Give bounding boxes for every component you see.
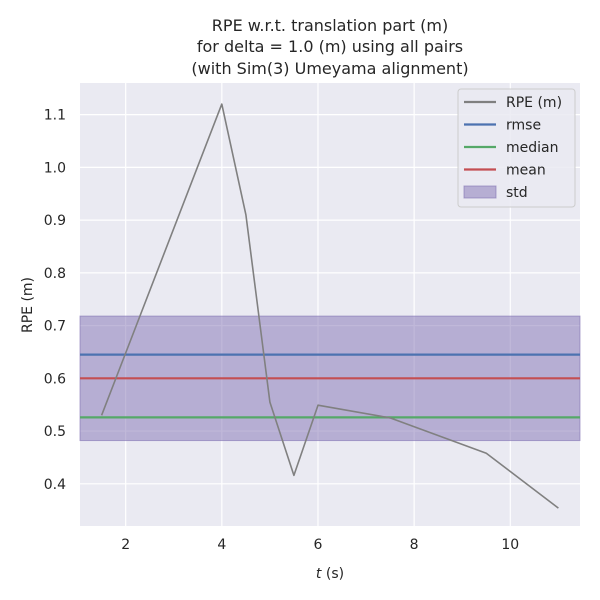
y-tick-labels: 0.4 0.5 0.6 0.7 0.8 0.9 1.0 1.1 [44, 108, 66, 493]
x-tick-label: 6 [314, 537, 323, 553]
x-tick-label: 4 [217, 537, 226, 553]
chart-title-line-3: (with Sim(3) Umeyama alignment) [191, 59, 468, 78]
x-tick-labels: 2 4 6 8 10 [121, 537, 519, 553]
y-tick-label: 0.9 [44, 213, 66, 229]
chart-title-line-2: for delta = 1.0 (m) using all pairs [197, 37, 463, 56]
y-axis-label: RPE (m) [20, 277, 36, 333]
y-tick-label: 0.8 [44, 266, 66, 282]
x-axis-label-unit: (s) [321, 566, 344, 582]
rpe-series-line [100, 103, 559, 509]
chart-title-line-1: RPE w.r.t. translation part (m) [212, 16, 448, 35]
x-tick-label: 8 [410, 537, 419, 553]
legend-label: RPE (m) [506, 95, 562, 111]
legend: RPE (m) rmse median mean std [457, 88, 576, 208]
legend-label: rmse [506, 118, 541, 134]
x-tick-label: 2 [121, 537, 130, 553]
y-tick-label: 1.1 [44, 108, 66, 124]
x-tick-label: 10 [501, 537, 519, 553]
x-axis-label: t (s) [316, 566, 344, 582]
legend-label: std [506, 185, 528, 201]
y-tick-label: 0.7 [44, 319, 66, 335]
x-axis-label-var: t [316, 566, 322, 582]
y-tick-label: 1.0 [44, 160, 66, 176]
stat-lines-layer [80, 353, 580, 419]
y-tick-label: 0.4 [44, 477, 66, 493]
y-tick-label: 0.5 [44, 424, 66, 440]
legend-label: mean [506, 163, 546, 179]
series-layer [100, 103, 559, 509]
chart-title: RPE w.r.t. translation part (m) for delt… [191, 16, 468, 78]
legend-swatch-std [463, 185, 497, 199]
legend-label: median [506, 140, 558, 156]
y-tick-label: 0.6 [44, 371, 66, 387]
legend-box [457, 88, 576, 208]
